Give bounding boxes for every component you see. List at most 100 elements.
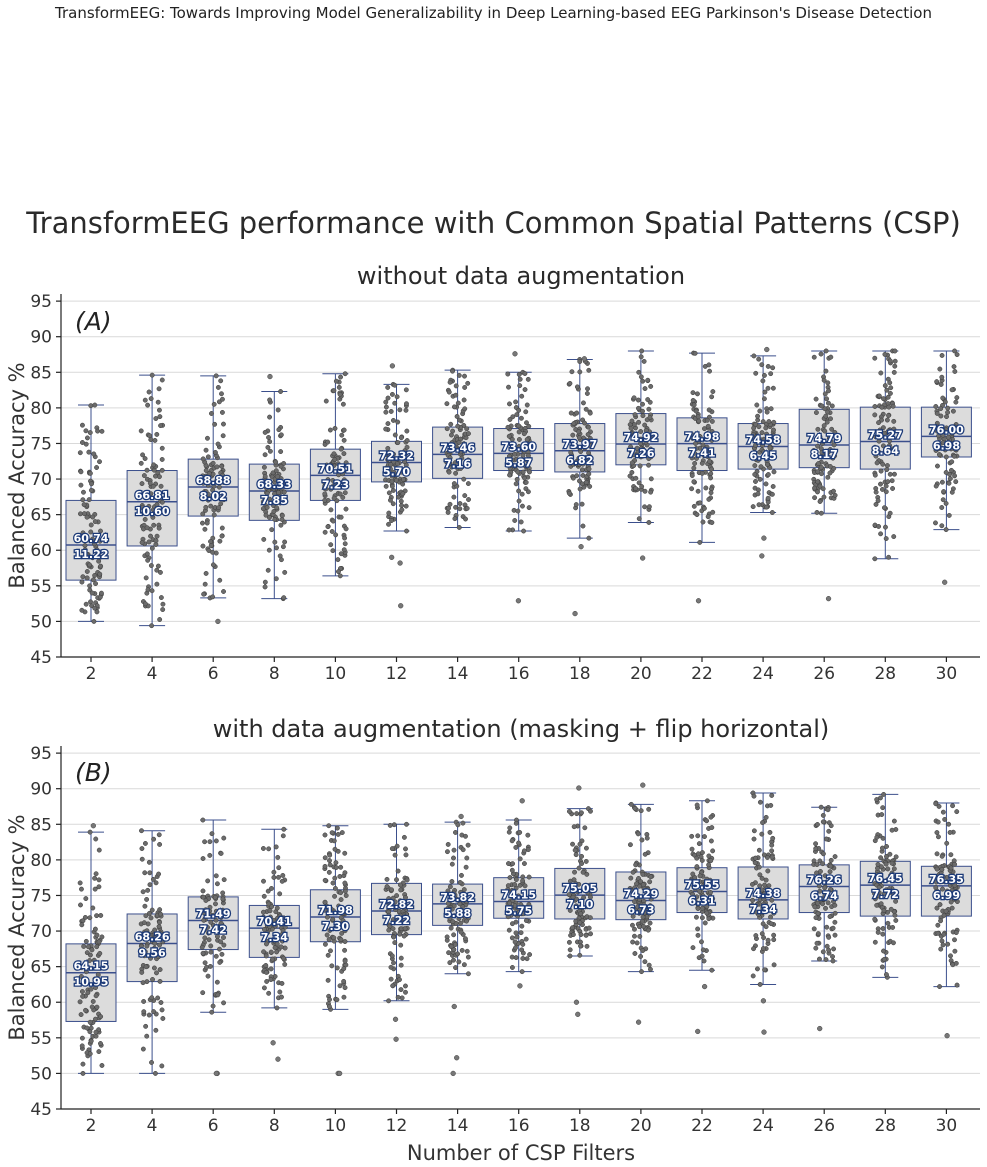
- data-point: [642, 959, 648, 965]
- data-point: [99, 428, 105, 434]
- data-point: [200, 894, 206, 900]
- data-point: [506, 384, 511, 390]
- iqr-value-label: 7.72: [872, 888, 899, 901]
- data-point: [817, 499, 823, 504]
- data-point: [446, 389, 452, 395]
- data-point: [457, 506, 463, 512]
- data-point: [516, 372, 522, 377]
- data-point: [220, 907, 226, 913]
- data-point: [392, 940, 398, 946]
- data-point: [218, 920, 224, 926]
- data-point: [221, 589, 226, 594]
- data-point: [398, 469, 404, 475]
- data-point: [466, 497, 471, 502]
- outlier-point: [397, 560, 403, 566]
- data-point: [322, 877, 328, 883]
- data-point: [694, 455, 699, 461]
- data-point: [832, 919, 838, 925]
- data-point: [401, 933, 407, 939]
- data-point: [217, 959, 223, 965]
- data-point: [212, 449, 218, 455]
- data-point: [758, 464, 764, 470]
- data-point: [397, 977, 402, 983]
- data-point: [516, 437, 522, 442]
- x-tick-label: 26: [813, 664, 835, 684]
- data-point: [203, 447, 209, 453]
- data-point: [879, 404, 885, 410]
- data-point: [451, 855, 456, 861]
- data-point: [950, 803, 956, 809]
- data-point: [200, 496, 206, 502]
- data-point: [83, 938, 89, 944]
- data-point: [764, 504, 770, 510]
- data-point: [823, 368, 829, 374]
- data-point: [398, 435, 404, 441]
- data-point: [199, 944, 205, 950]
- data-point: [751, 793, 757, 799]
- data-point: [700, 947, 706, 953]
- data-point: [648, 476, 654, 482]
- data-point: [264, 979, 270, 984]
- data-point: [389, 479, 395, 484]
- data-point: [146, 1012, 152, 1018]
- data-point: [821, 438, 827, 444]
- data-point: [759, 831, 765, 837]
- data-point: [881, 430, 887, 436]
- data-point: [404, 438, 410, 443]
- data-point: [157, 569, 163, 575]
- data-point: [465, 954, 471, 960]
- median-value-label: 70.51: [318, 462, 353, 475]
- data-point: [940, 428, 946, 434]
- data-point: [646, 504, 652, 510]
- data-point: [157, 919, 162, 925]
- data-point: [636, 480, 642, 486]
- data-point: [84, 569, 90, 574]
- data-point: [452, 516, 458, 522]
- data-point: [145, 587, 151, 593]
- data-point: [700, 442, 706, 448]
- iqr-value-label: 8.17: [811, 448, 838, 461]
- data-point: [508, 463, 514, 469]
- data-point: [872, 355, 878, 361]
- data-point: [217, 946, 222, 952]
- data-point: [400, 491, 406, 497]
- outlier-point: [942, 579, 948, 585]
- data-point: [398, 955, 404, 961]
- data-point: [81, 511, 87, 517]
- data-point: [92, 605, 98, 611]
- median-value-label: 74.29: [624, 888, 659, 901]
- data-point: [278, 944, 284, 950]
- x-tick-label: 24: [752, 1116, 774, 1136]
- data-point: [893, 854, 899, 860]
- data-point: [892, 363, 898, 369]
- y-tick-label: 90: [30, 328, 52, 348]
- data-point: [694, 855, 700, 861]
- data-point: [150, 876, 156, 882]
- data-point: [644, 835, 650, 841]
- outlier-point: [817, 1025, 823, 1032]
- data-point: [213, 917, 219, 923]
- data-point: [524, 402, 530, 408]
- data-point: [148, 955, 153, 961]
- data-point: [274, 1005, 280, 1011]
- data-point: [280, 833, 286, 839]
- y-tick-label: 60: [30, 541, 52, 561]
- data-point: [705, 514, 711, 520]
- outlier-point: [398, 603, 404, 609]
- data-point: [461, 397, 467, 403]
- data-point: [87, 958, 93, 963]
- data-point: [646, 406, 652, 412]
- data-point: [516, 407, 522, 413]
- data-point: [883, 861, 889, 867]
- data-point: [760, 820, 766, 826]
- data-point: [445, 509, 451, 515]
- data-point: [935, 930, 941, 936]
- data-point: [632, 926, 637, 932]
- data-point: [709, 967, 715, 973]
- data-point: [513, 945, 518, 951]
- outlier-point: [575, 1011, 581, 1017]
- data-point: [890, 403, 896, 409]
- iqr-value-label: 7.22: [383, 914, 410, 927]
